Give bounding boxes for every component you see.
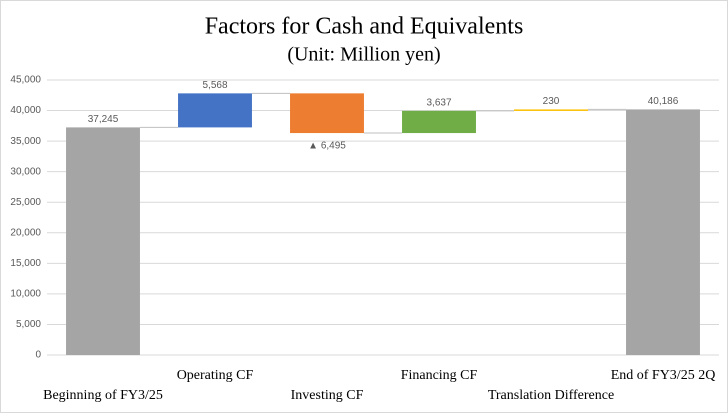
data-label: 40,186 <box>648 96 679 107</box>
y-tick-label: 40,000 <box>10 105 41 116</box>
x-tick-label: Investing CF <box>291 388 364 403</box>
y-tick-label: 35,000 <box>10 136 41 147</box>
y-tick-label: 20,000 <box>10 227 41 238</box>
chart-title: Factors for Cash and Equivalents <box>205 14 524 40</box>
y-tick-label: 15,000 <box>10 258 41 269</box>
bar <box>626 109 700 356</box>
bar <box>290 93 364 134</box>
y-tick-label: 10,000 <box>10 289 41 300</box>
y-tick-label: 25,000 <box>10 197 41 208</box>
data-label: 3,637 <box>426 97 451 108</box>
x-tick-label: Beginning of FY3/25 <box>43 388 163 403</box>
bar <box>66 127 140 356</box>
data-label: 37,245 <box>88 114 119 125</box>
x-tick-label: Operating CF <box>177 368 254 383</box>
y-tick-label: 30,000 <box>10 166 41 177</box>
x-tick-label: Financing CF <box>401 368 478 383</box>
y-tick-label: 5,000 <box>16 319 41 330</box>
y-tick-label: 0 <box>35 350 41 361</box>
bar <box>178 93 252 128</box>
bar <box>402 110 476 134</box>
x-tick-label: End of FY3/25 2Q <box>611 368 716 383</box>
bar <box>514 109 588 111</box>
chart-subtitle: (Unit: Million yen) <box>287 44 440 66</box>
y-tick-label: 45,000 <box>10 75 41 86</box>
data-label: 5,568 <box>202 80 227 91</box>
data-label: ▲ 6,495 <box>308 141 346 152</box>
data-label: 230 <box>543 96 560 107</box>
x-tick-label: Translation Difference <box>488 388 614 403</box>
